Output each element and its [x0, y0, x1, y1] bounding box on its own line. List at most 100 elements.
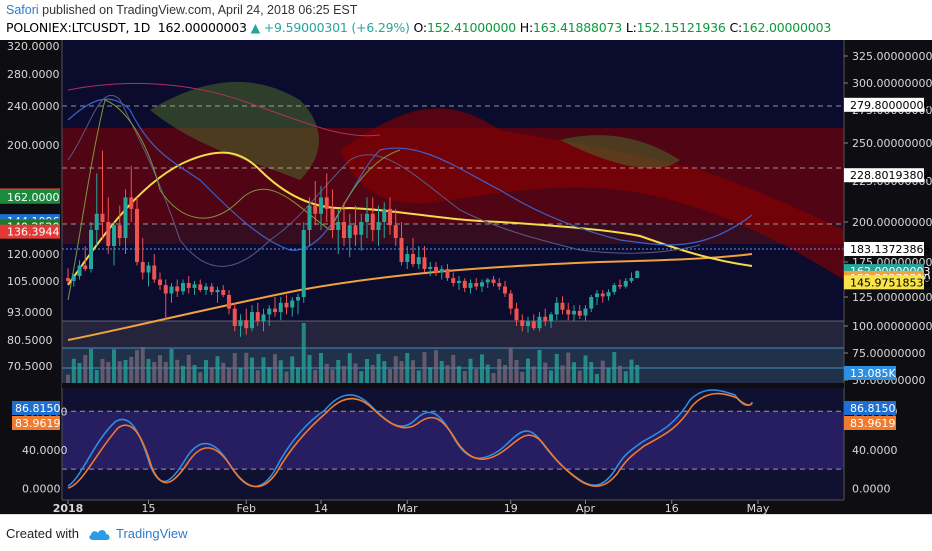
candle-body — [635, 271, 640, 279]
price-chart[interactable]: 320.0000 280.0000 240.0000 200.0000 120.0000… — [0, 40, 932, 514]
volume-bar — [307, 355, 312, 383]
candle-body — [531, 321, 536, 329]
volume-bar — [405, 353, 410, 383]
candle-body — [140, 262, 145, 273]
candle-body — [301, 230, 306, 297]
candle-body — [181, 283, 185, 292]
candle-body — [255, 312, 260, 322]
volume-bar — [227, 368, 231, 383]
volume-bar — [152, 362, 157, 383]
chart-header: Safori published on TradingView.com, Apr… — [0, 0, 932, 40]
right-price-tag-label: 228.80193802 — [850, 169, 930, 182]
x-axis-tick-label: 2018 — [53, 502, 84, 514]
left-axis-tick-label: 105.0000 — [7, 275, 60, 288]
stochastic-left-tick-label: 40.0000 — [22, 444, 68, 457]
candle-body — [572, 310, 576, 315]
candle-body — [434, 266, 438, 273]
candle-body — [186, 283, 191, 288]
volume-bar — [485, 364, 490, 383]
volume-bar — [370, 365, 375, 383]
candle-body — [537, 316, 542, 329]
x-axis-tick-label: 19 — [504, 502, 518, 514]
left-axis-tick-label: 200.0000 — [7, 139, 60, 152]
volume-bar — [451, 354, 456, 383]
volume-bar — [393, 356, 398, 383]
low-label: L: — [625, 20, 637, 35]
volume-bar — [462, 371, 467, 383]
candle-body — [468, 283, 473, 288]
symbol-label[interactable]: POLONIEX:LTCUSDT, 1D — [6, 20, 151, 35]
last-price: 162.00000003 — [157, 20, 247, 35]
stochastic-right-tick-label: 0.0000 — [852, 482, 891, 495]
candle-body — [221, 290, 226, 295]
candle-body — [462, 280, 467, 288]
volume-bar — [336, 360, 341, 383]
stochastic-right-tick-label: 40.0000 — [852, 444, 898, 457]
volume-bar — [503, 365, 507, 383]
candle-body — [204, 286, 208, 290]
volume-bar — [416, 370, 421, 383]
publish-info: Safori published on TradingView.com, Apr… — [6, 3, 357, 17]
candle-body — [146, 265, 151, 273]
volume-bar — [204, 360, 208, 383]
volume-bar — [411, 360, 415, 383]
right-axis-tick-label: 250.00000000 — [852, 137, 932, 150]
candle-body — [623, 280, 628, 287]
candle-body — [508, 293, 513, 309]
left-axis-tick-label: 80.5000 — [7, 334, 53, 347]
candle-body — [175, 286, 180, 292]
right-axis-tick-label: 300.00000000 — [852, 77, 932, 90]
volume-bar — [273, 354, 277, 383]
stoch-d-tag-left-label: 83.9619 — [15, 417, 61, 430]
candle-body — [307, 205, 312, 230]
candle-body — [595, 293, 599, 297]
volume-bar — [388, 369, 392, 383]
candle-body — [71, 276, 76, 281]
x-axis-tick-label: 14 — [314, 502, 328, 514]
candle-body — [123, 197, 128, 238]
right-axis-tick-label: 200.00000000 — [852, 216, 932, 229]
candle-body — [416, 257, 421, 265]
volume-bar — [313, 370, 318, 383]
stochastic-d-line — [67, 392, 753, 489]
volume-bar — [181, 365, 185, 383]
volume-histogram — [66, 323, 640, 383]
publish-text: published on TradingView.com, April 24, … — [38, 3, 358, 17]
candle-body — [382, 208, 387, 222]
volume-bar — [623, 371, 628, 383]
right-axis-tick-label: 75.00000000 — [852, 347, 925, 360]
author-link[interactable]: Safori — [6, 3, 39, 17]
candle-body — [250, 312, 254, 329]
candle-body — [457, 280, 461, 283]
stoch-d-tag-right-label: 83.9619 — [850, 417, 896, 430]
volume-tag — [844, 366, 896, 380]
candle-body — [445, 269, 450, 279]
candle-body — [405, 254, 410, 262]
candle-body — [192, 284, 197, 288]
candle-body — [89, 230, 93, 269]
pane-separator — [62, 383, 844, 388]
volume-bar — [589, 362, 594, 383]
high-value: 163.41888073 — [533, 20, 623, 35]
volume-bar — [324, 363, 329, 383]
grid-lines — [62, 105, 844, 369]
stochastic-oscillator — [62, 389, 844, 489]
volume-bar — [572, 362, 576, 383]
volume-bar — [347, 353, 352, 383]
volume-bar — [267, 367, 272, 383]
candle-body — [77, 265, 82, 276]
volume-bar — [526, 358, 530, 383]
volume-bar — [186, 354, 191, 383]
close-value: 162.00000003 — [742, 20, 832, 35]
ema-yellow — [67, 151, 753, 286]
candle-body — [520, 320, 525, 326]
x-axis-tick-label: May — [747, 502, 770, 514]
volume-bar — [583, 355, 588, 383]
volume-bar — [445, 365, 450, 383]
footer: Created with TradingView — [0, 514, 932, 551]
tradingview-link[interactable]: TradingView — [116, 526, 188, 541]
volume-bar — [422, 352, 427, 383]
volume-bar — [600, 360, 605, 383]
ichimoku-cloud-green-b — [560, 135, 680, 169]
candle-body — [428, 266, 433, 269]
